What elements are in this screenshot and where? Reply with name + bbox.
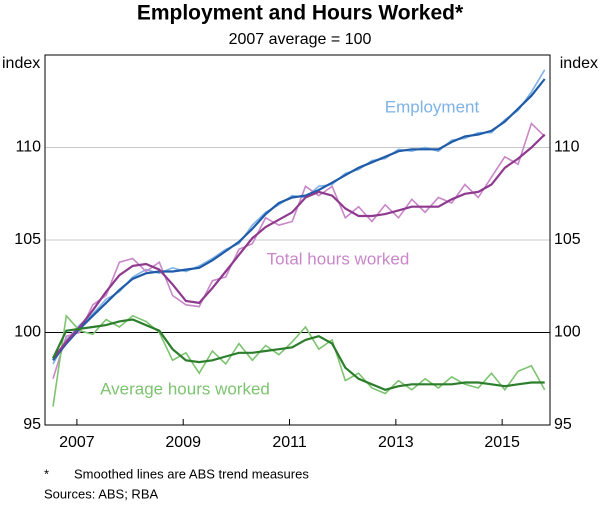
footnote-marker: *	[44, 466, 49, 481]
y-tick-label: 100	[554, 324, 581, 341]
y-tick-label: 105	[14, 231, 41, 248]
series-label: Average hours worked	[100, 379, 270, 398]
y-tick-label: 95	[23, 416, 41, 433]
y-tick-label: 110	[554, 139, 580, 156]
y-tick-label: 100	[14, 324, 41, 341]
trend-line	[52, 133, 546, 360]
y-tick-label: 105	[554, 231, 581, 248]
chart-subtitle: 2007 average = 100	[229, 31, 372, 48]
y-axis-label: index	[560, 55, 598, 72]
x-tick-label: 2013	[378, 434, 414, 451]
y-tick-label: 110	[15, 139, 41, 156]
chart-title: Employment and Hours Worked*	[137, 2, 464, 25]
series-label: Total hours worked	[267, 249, 410, 268]
trend-line	[52, 78, 546, 361]
x-tick-label: 2009	[165, 434, 201, 451]
y-axis-label: index	[2, 55, 40, 72]
footnote: Smoothed lines are ABS trend measures	[74, 466, 309, 481]
trend-line	[52, 318, 545, 391]
plot-frame	[44, 54, 551, 426]
x-tick-label: 2015	[484, 434, 520, 451]
y-tick-label: 95	[554, 416, 572, 433]
x-tick-label: 2007	[59, 434, 95, 451]
series-label: Employment	[385, 97, 480, 116]
x-tick-label: 2011	[272, 434, 307, 451]
sources: Sources: ABS; RBA	[44, 486, 158, 501]
